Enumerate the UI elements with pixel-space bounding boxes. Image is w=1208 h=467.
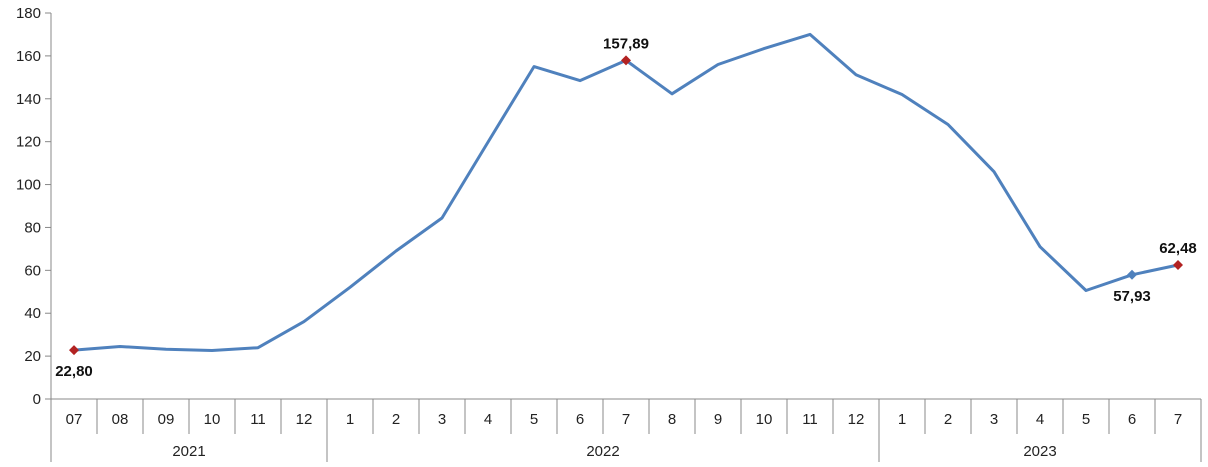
series-line bbox=[72, 32, 1180, 352]
x-group-label: 2022 bbox=[586, 443, 619, 460]
annotation-layer: 22,80 157,89 57,93 62,48 bbox=[55, 35, 1197, 380]
x-category-label: 4 bbox=[484, 411, 492, 428]
x-category-label: 8 bbox=[668, 411, 676, 428]
x-category-label: 3 bbox=[438, 411, 446, 428]
x-category-label: 1 bbox=[346, 411, 354, 428]
data-point-marker bbox=[621, 55, 631, 66]
data-point-marker bbox=[1127, 269, 1137, 280]
y-tick-label: 120 bbox=[16, 134, 41, 151]
x-category-label: 4 bbox=[1036, 411, 1044, 428]
data-value-label: 57,93 bbox=[1113, 288, 1151, 305]
x-group-label: 2023 bbox=[1023, 443, 1056, 460]
x-category-label: 2 bbox=[392, 411, 400, 428]
y-tick-label: 160 bbox=[16, 48, 41, 65]
y-tick-label: 140 bbox=[16, 91, 41, 108]
x-category-label: 3 bbox=[990, 411, 998, 428]
x-category-label: 10 bbox=[756, 411, 773, 428]
x-category-label: 09 bbox=[158, 411, 175, 428]
data-value-label: 22,80 bbox=[55, 363, 93, 380]
x-category-label: 11 bbox=[250, 411, 266, 428]
x-category-label: 6 bbox=[576, 411, 584, 428]
data-point-marker bbox=[1173, 260, 1183, 271]
y-tick-label: 180 bbox=[16, 5, 41, 22]
x-category-label: 12 bbox=[296, 411, 313, 428]
y-tick-label: 80 bbox=[24, 219, 41, 236]
y-tick-label: 60 bbox=[24, 262, 41, 279]
y-tick-label: 20 bbox=[24, 348, 41, 365]
x-category-label: 9 bbox=[714, 411, 722, 428]
x-category-label: 12 bbox=[848, 411, 865, 428]
y-tick-label: 40 bbox=[24, 305, 41, 322]
x-category-label: 7 bbox=[622, 411, 630, 428]
data-value-label: 157,89 bbox=[603, 35, 649, 52]
x-category-label: 10 bbox=[204, 411, 221, 428]
x-group-label: 2021 bbox=[172, 443, 205, 460]
y-tick-label: 0 bbox=[33, 391, 41, 408]
x-category-label: 2 bbox=[944, 411, 952, 428]
x-category-label: 6 bbox=[1128, 411, 1136, 428]
series-layer bbox=[72, 32, 1180, 352]
x-category-label: 5 bbox=[530, 411, 538, 428]
y-tick-label: 100 bbox=[16, 177, 41, 194]
y-axis: 0 20 40 60 80 100 120 140 160 180 bbox=[16, 5, 52, 408]
x-category-label: 07 bbox=[66, 411, 83, 428]
x-category-label: 11 bbox=[802, 411, 818, 428]
x-category-label: 7 bbox=[1174, 411, 1182, 428]
data-point-marker bbox=[69, 345, 79, 356]
data-value-label: 62,48 bbox=[1159, 240, 1197, 257]
x-category-label: 5 bbox=[1082, 411, 1090, 428]
x-category-label: 08 bbox=[112, 411, 129, 428]
x-category-label: 1 bbox=[898, 411, 906, 428]
